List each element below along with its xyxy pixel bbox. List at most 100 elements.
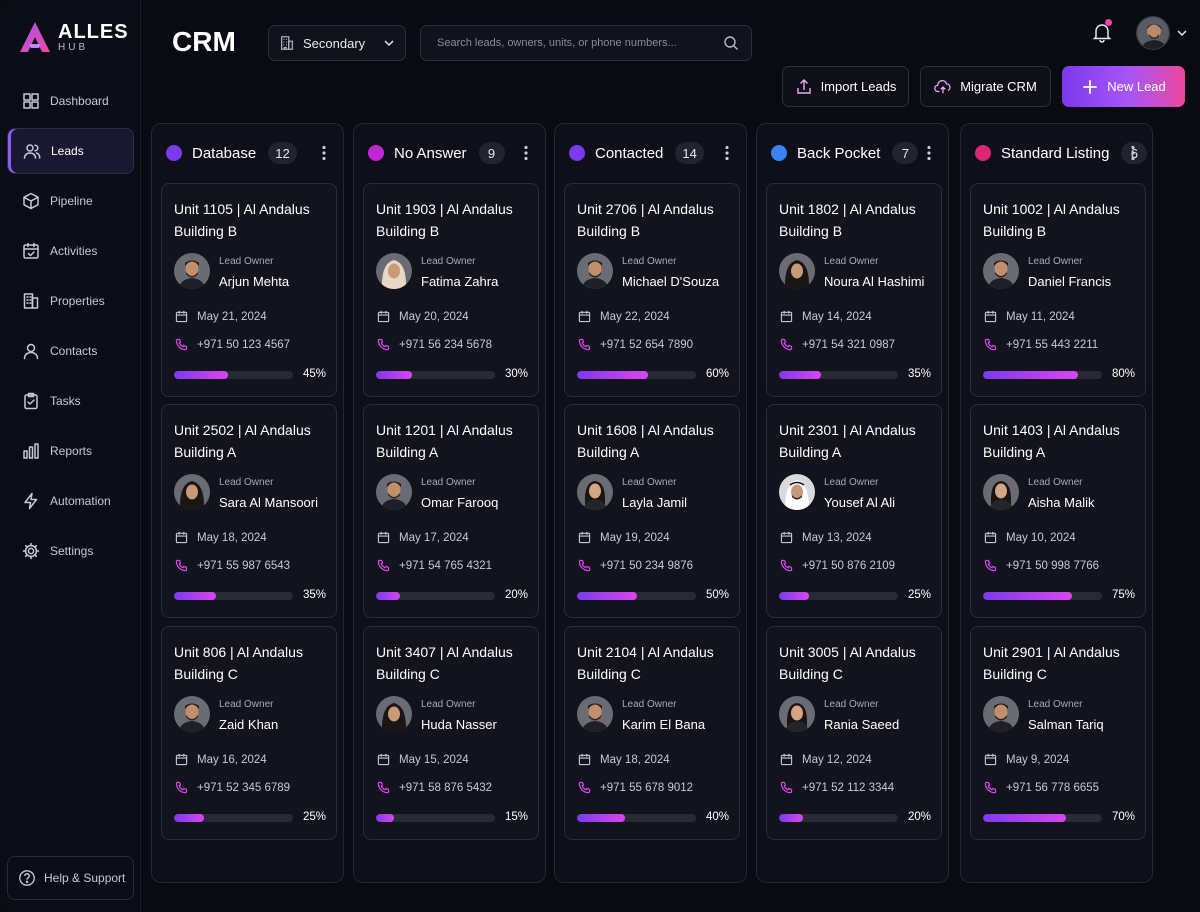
profile-menu[interactable]	[1136, 16, 1188, 50]
calendar-icon	[175, 753, 188, 766]
sidebar-item-activities[interactable]: Activities	[7, 228, 134, 274]
lead-owner-name: Noura Al Hashimi	[824, 274, 925, 289]
lead-owner-label: Lead Owner	[219, 256, 274, 267]
lead-card[interactable]: Unit 1903 | Al Andalus Building B Lead O…	[363, 183, 539, 397]
lead-progress-fill	[376, 592, 400, 600]
more-vertical-icon[interactable]	[315, 144, 333, 162]
lead-card[interactable]: Unit 3407 | Al Andalus Building C Lead O…	[363, 626, 539, 840]
lead-card[interactable]: Unit 1802 | Al Andalus Building B Lead O…	[766, 183, 942, 397]
migrate-crm-button[interactable]: Migrate CRM	[920, 66, 1051, 107]
lead-date-row: May 18, 2024	[578, 753, 670, 766]
lead-date-row: May 22, 2024	[578, 310, 670, 323]
lead-card[interactable]: Unit 1201 | Al Andalus Building A Lead O…	[363, 404, 539, 618]
phone-icon	[578, 781, 591, 794]
lead-phone-row[interactable]: +971 50 876 2109	[780, 559, 895, 572]
sidebar-item-automation[interactable]: Automation	[7, 478, 134, 524]
lead-card[interactable]: Unit 3005 | Al Andalus Building C Lead O…	[766, 626, 942, 840]
lead-phone-row[interactable]: +971 52 112 3344	[780, 781, 894, 794]
lead-unit-title: Unit 1608 | Al Andalus Building A	[577, 422, 714, 460]
calendar-icon	[780, 310, 793, 323]
lead-phone-row[interactable]: +971 50 123 4567	[175, 338, 290, 351]
avatar	[577, 474, 613, 510]
lead-phone-row[interactable]: +971 50 234 9876	[578, 559, 693, 572]
lead-card[interactable]: Unit 2706 | Al Andalus Building B Lead O…	[564, 183, 740, 397]
lead-phone-row[interactable]: +971 58 876 5432	[377, 781, 492, 794]
import-icon	[796, 78, 811, 94]
lead-phone-row[interactable]: +971 54 321 0987	[780, 338, 895, 351]
help-support-button[interactable]: Help & Support	[7, 856, 134, 900]
avatar	[983, 474, 1019, 510]
lead-date: May 15, 2024	[399, 753, 469, 766]
sidebar-item-leads[interactable]: Leads	[7, 128, 134, 174]
search-input[interactable]	[437, 37, 723, 49]
import-leads-button[interactable]: Import Leads	[782, 66, 909, 107]
lead-phone-row[interactable]: +971 55 987 6543	[175, 559, 290, 572]
notifications-button[interactable]	[1090, 19, 1114, 44]
lead-progress-percent: 60%	[705, 368, 729, 380]
lead-unit-title: Unit 2901 | Al Andalus Building C	[983, 644, 1120, 682]
lead-date: May 21, 2024	[197, 310, 267, 323]
lead-card[interactable]: Unit 2502 | Al Andalus Building A Lead O…	[161, 404, 337, 618]
lead-card[interactable]: Unit 2104 | Al Andalus Building C Lead O…	[564, 626, 740, 840]
lead-phone-row[interactable]: +971 55 678 9012	[578, 781, 693, 794]
lead-phone-row[interactable]: +971 52 345 6789	[175, 781, 290, 794]
lead-phone: +971 52 345 6789	[197, 781, 291, 794]
sidebar-item-tasks[interactable]: Tasks	[7, 378, 134, 424]
lead-owner-label: Lead Owner	[1028, 477, 1083, 488]
calendar-check-icon	[23, 242, 39, 259]
lead-progress-bar	[174, 371, 293, 379]
lead-phone-row[interactable]: +971 56 234 5678	[377, 338, 492, 351]
lead-progress-percent: 50%	[705, 589, 729, 601]
lead-progress-bar	[779, 371, 898, 379]
phone-icon	[175, 338, 188, 351]
sidebar-item-dashboard[interactable]: Dashboard	[7, 78, 134, 124]
lead-card[interactable]: Unit 1002 | Al Andalus Building B Lead O…	[970, 183, 1146, 397]
calendar-icon	[175, 310, 188, 323]
more-vertical-icon[interactable]	[718, 144, 736, 162]
column-header: No Answer 9	[354, 124, 545, 182]
more-vertical-icon[interactable]	[517, 144, 535, 162]
lead-card[interactable]: Unit 806 | Al Andalus Building C Lead Ow…	[161, 626, 337, 840]
lead-card[interactable]: Unit 2301 | Al Andalus Building A Lead O…	[766, 404, 942, 618]
lead-phone-row[interactable]: +971 52 654 7890	[578, 338, 693, 351]
lead-progress-fill	[983, 814, 1067, 822]
lead-phone-row[interactable]: +971 56 778 6655	[984, 781, 1099, 794]
lead-owner-name: Sara Al Mansoori	[219, 495, 318, 510]
brand-logo[interactable]: ALLES HUB	[18, 20, 129, 54]
more-vertical-icon[interactable]	[1124, 144, 1142, 162]
search-icon[interactable]	[723, 35, 739, 51]
market-select[interactable]: Secondary	[268, 25, 406, 61]
calendar-icon	[984, 753, 997, 766]
calendar-icon	[377, 310, 390, 323]
help-icon	[19, 870, 35, 886]
sidebar-item-pipeline[interactable]: Pipeline	[7, 178, 134, 224]
new-lead-button[interactable]: New Lead	[1062, 66, 1185, 107]
import-leads-label: Import Leads	[820, 79, 897, 94]
lead-card[interactable]: Unit 1105 | Al Andalus Building B Lead O…	[161, 183, 337, 397]
lead-progress-percent: 35%	[302, 589, 326, 601]
bell-icon	[1092, 24, 1112, 43]
column-status-dot	[975, 145, 991, 161]
sidebar-item-reports[interactable]: Reports	[7, 428, 134, 474]
more-vertical-icon[interactable]	[920, 144, 938, 162]
lead-card[interactable]: Unit 2901 | Al Andalus Building C Lead O…	[970, 626, 1146, 840]
phone-icon	[780, 781, 793, 794]
lead-date-row: May 19, 2024	[578, 531, 670, 544]
sidebar-item-contacts[interactable]: Contacts	[7, 328, 134, 374]
lead-progress-percent: 20%	[907, 811, 931, 823]
column-header: Back Pocket 7	[757, 124, 948, 182]
lead-progress-percent: 30%	[504, 368, 528, 380]
lead-progress-percent: 20%	[504, 589, 528, 601]
lead-phone: +971 56 234 5678	[399, 338, 493, 351]
lead-card[interactable]: Unit 1608 | Al Andalus Building A Lead O…	[564, 404, 740, 618]
notification-dot	[1105, 19, 1112, 26]
sidebar-item-settings[interactable]: Settings	[7, 528, 134, 574]
lead-card[interactable]: Unit 1403 | Al Andalus Building A Lead O…	[970, 404, 1146, 618]
lead-phone-row[interactable]: +971 55 443 2211	[984, 338, 1098, 351]
sidebar-item-properties[interactable]: Properties	[7, 278, 134, 324]
lead-phone-row[interactable]: +971 54 765 4321	[377, 559, 492, 572]
lead-date-row: May 16, 2024	[175, 753, 267, 766]
lead-owner-name: Aisha Malik	[1028, 495, 1095, 510]
lead-phone-row[interactable]: +971 50 998 7766	[984, 559, 1099, 572]
lead-date-row: May 10, 2024	[984, 531, 1076, 544]
